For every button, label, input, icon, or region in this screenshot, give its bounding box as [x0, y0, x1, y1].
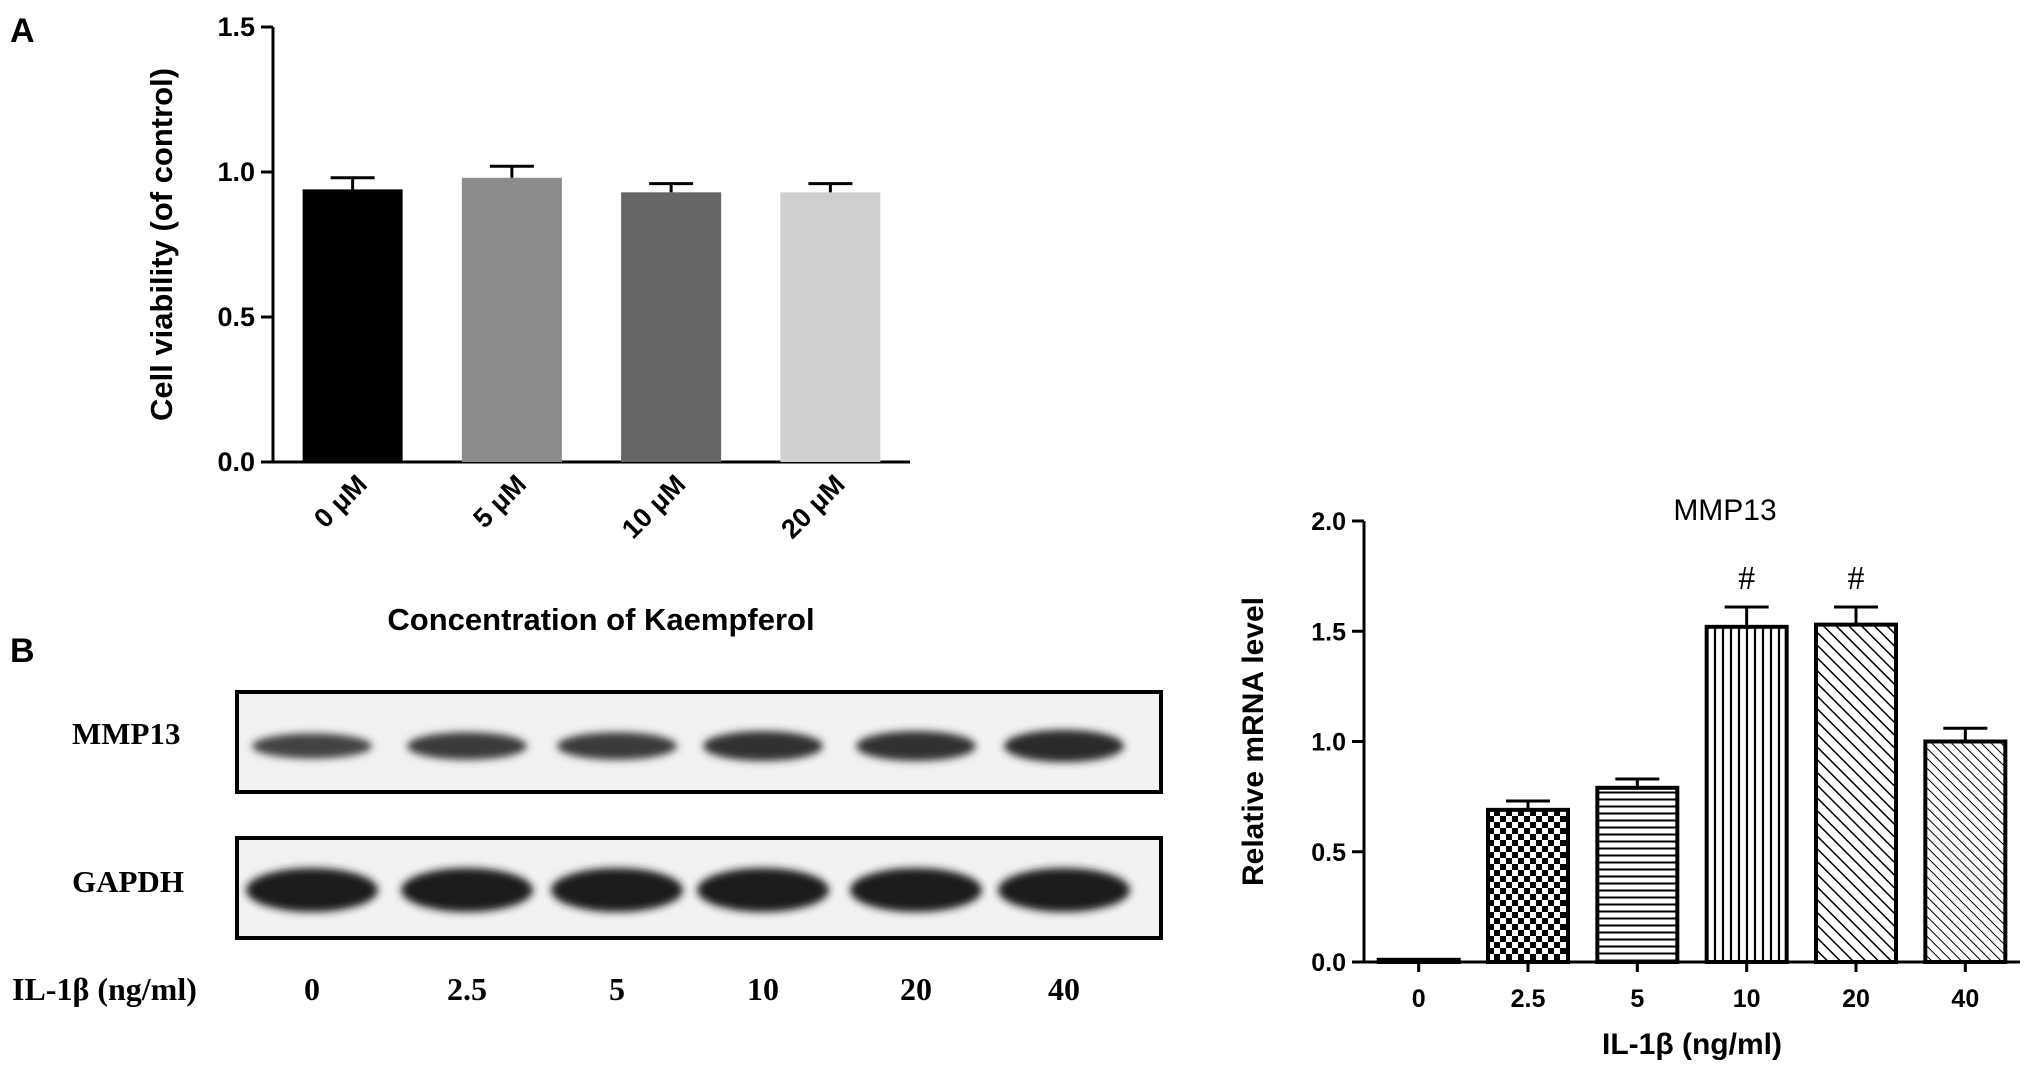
bar	[461, 177, 562, 463]
blot-band	[850, 868, 982, 912]
y-tick-label: 1.0	[1311, 729, 1346, 757]
blot-band	[551, 868, 683, 912]
panel-letter-a: A	[10, 12, 35, 50]
chart-title: MMP13	[1673, 494, 1776, 527]
chart-a: 0.0 0.5 1.0 1.5 0 μM 5 μM 10 μM 20 μM Cell viabi…	[144, 12, 910, 637]
blot-band	[557, 732, 677, 760]
x-tick-label: 2.5	[1511, 985, 1546, 1013]
y-tick-label: 0.0	[1311, 949, 1346, 977]
blot-row-label: MMP13	[72, 716, 180, 751]
blot-lane-label: 5	[609, 971, 625, 1007]
blot-band	[856, 731, 976, 761]
western-blot: MMP13 GAPDH IL-1β (ng/ml) 0 2.5 5 10 20 40	[12, 690, 1163, 1007]
blot-lane-label: 2.5	[447, 971, 487, 1007]
blot-band	[246, 868, 378, 912]
bar	[780, 192, 881, 463]
y-tick-label: 1.5	[1311, 618, 1346, 646]
blot-band	[703, 731, 823, 761]
x-tick-label: 5	[1630, 985, 1644, 1013]
bar	[621, 192, 722, 463]
x-tick-label: 0 μM	[308, 469, 373, 534]
y-tick-label: 0.0	[217, 447, 255, 477]
bar	[1704, 624, 1789, 965]
x-tick-label: 40	[1951, 985, 1979, 1013]
y-tick-label: 2.0	[1311, 508, 1346, 536]
bar	[1814, 622, 1898, 964]
x-axis-title: IL-1β (ng/ml)	[1602, 1028, 1782, 1061]
x-tick-label: 20	[1842, 985, 1870, 1013]
blot-band	[1004, 729, 1124, 763]
x-tick-label: 10 μM	[616, 469, 691, 544]
bar	[1923, 739, 2008, 964]
x-tick-label: 20 μM	[775, 469, 850, 544]
blot-band	[401, 868, 533, 912]
significance-mark: #	[1848, 560, 1865, 597]
blot-lane-label: 10	[747, 971, 779, 1007]
x-tick-label: 0	[1412, 985, 1426, 1013]
blot-band	[697, 868, 829, 912]
y-tick-label: 0.5	[1311, 839, 1346, 867]
panel-letter-b: B	[10, 632, 35, 670]
x-tick-label: 10	[1733, 985, 1761, 1013]
x-tick-label: 5 μM	[467, 469, 532, 534]
significance-mark: #	[1738, 560, 1755, 597]
blot-lane-axis-label: IL-1β (ng/ml)	[12, 971, 197, 1007]
y-tick-label: 0.5	[217, 302, 255, 332]
blot-band	[998, 868, 1130, 912]
blot-lane-label: 40	[1048, 971, 1080, 1007]
bar	[1595, 785, 1680, 964]
y-tick-label: 1.5	[217, 12, 255, 42]
blot-row-label: GAPDH	[72, 864, 184, 899]
x-axis-title: Concentration of Kaempferol	[387, 602, 814, 637]
bar	[1486, 807, 1570, 964]
blot-band	[252, 733, 372, 759]
blot-lane-label: 0	[304, 971, 320, 1007]
blot-band	[407, 732, 527, 760]
chart-b: 0.0 0.5 1.0 1.5 2.0 0 2.5 5 #10 #20 40 Relative mRN…	[1237, 494, 2020, 1061]
y-tick-label: 1.0	[217, 157, 255, 187]
y-axis-title: Cell viability (of control)	[144, 68, 179, 421]
y-axis-title: Relative mRNA level	[1237, 597, 1270, 886]
bar	[1376, 957, 1461, 964]
bar	[302, 189, 403, 462]
blot-lane-label: 20	[900, 971, 932, 1007]
